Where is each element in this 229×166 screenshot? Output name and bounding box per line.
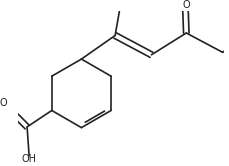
Text: OH: OH: [22, 154, 37, 164]
Text: O: O: [183, 0, 190, 10]
Text: O: O: [0, 98, 7, 108]
